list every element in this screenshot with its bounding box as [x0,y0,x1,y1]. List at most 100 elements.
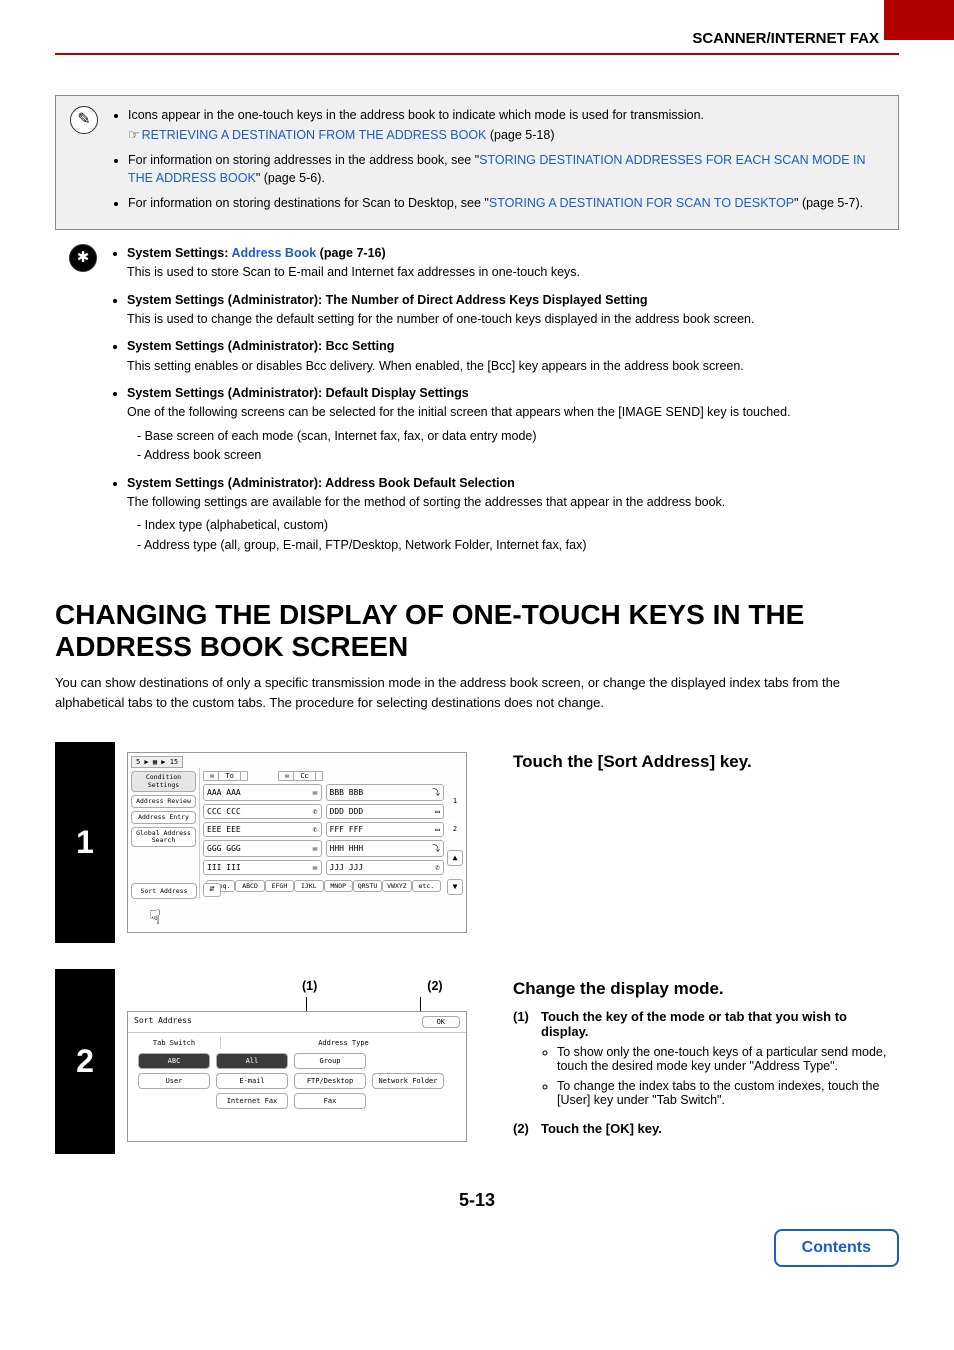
mode-icon: ⤵ [432,843,440,854]
pencil-icon: ✎ [70,106,98,134]
settings-desc: This is used to change the default setti… [127,312,754,326]
settings-desc: The following settings are available for… [127,495,725,509]
settings-label-text: System Settings (Administrator): Default… [127,386,469,400]
settings-sub-item: Address type (all, group, E-mail, FTP/De… [137,536,885,555]
settings-item: System Settings (Administrator): Default… [127,384,885,466]
to-label: To [218,771,240,781]
settings-label-text: System Settings (Administrator): The Num… [127,293,647,307]
link-ref-icon [128,128,142,142]
cc-label: Cc [293,771,315,781]
tab-abc-button[interactable]: ABC [138,1053,210,1069]
one-touch-key[interactable]: GGG GGG✉ [203,840,322,857]
step-title: Change the display mode. [513,979,891,999]
step-1: 1 5 ▶ ▦ ▶ 15 Condition Settings Address … [55,742,899,943]
step-number: 1 [55,742,115,943]
step-number: 2 [55,969,115,1154]
system-settings-block: ✱ System Settings: Address Book (page 7-… [55,238,899,569]
mode-icon: ✉ [313,788,318,797]
addr-group-button[interactable]: Group [294,1053,366,1069]
one-touch-key[interactable]: JJJ JJJ✆ [326,860,445,875]
section-header: SCANNER/INTERNET FAX [0,0,954,53]
settings-item: System Settings (Administrator): Bcc Set… [127,337,885,376]
substep-num: (2) [513,1121,541,1136]
one-touch-key[interactable]: HHH HHH⤵ [326,840,445,857]
mode-icon: ✆ [313,807,318,816]
ok-button[interactable]: OK [422,1016,460,1028]
one-touch-key[interactable]: FFF FFF▭ [326,822,445,837]
addr-ifax-button[interactable]: Internet Fax [216,1093,288,1109]
sort-address-button[interactable]: Sort Address [131,883,197,899]
global-address-search-button[interactable]: Global Address Search [131,827,196,847]
settings-label-text: (page 7-16) [316,246,385,260]
one-touch-key[interactable]: III III✉ [203,860,322,875]
settings-desc: This setting enables or disables Bcc del… [127,359,744,373]
info-suffix: (page 5-18) [486,128,554,142]
top-color-tab [884,0,954,40]
mode-icon: ✉ [313,863,318,872]
one-touch-key[interactable]: AAA AAA✉ [203,784,322,801]
settings-sub-item: Address book screen [137,446,885,465]
callout-marker-2: (2) [427,979,442,993]
one-touch-key[interactable]: BBB BBB⤵ [326,784,445,801]
address-entry-button[interactable]: Address Entry [131,811,196,824]
ab-breadcrumb: 5 ▶ ▦ ▶ 15 [131,756,183,768]
dialog-title: Sort Address [134,1016,192,1028]
intro-text: You can show destinations of only a spec… [55,673,899,712]
settings-item: System Settings (Administrator): Address… [127,474,885,556]
addr-network-button[interactable]: Network Folder [372,1073,444,1089]
substep-num: (1) [513,1009,541,1113]
page-indicator: 2 [447,822,463,836]
to-button[interactable]: ✉ To [203,771,248,781]
addr-all-button[interactable]: All [216,1053,288,1069]
contents-button[interactable]: Contents [774,1229,899,1267]
page-indicator: 1 [447,794,463,808]
substep-title: Touch the [OK] key. [541,1121,662,1136]
gear-icon: ✱ [69,244,97,272]
header-rule [55,53,899,55]
info-note-box: ✎ Icons appear in the one-touch keys in … [55,95,899,230]
one-touch-key[interactable]: CCC CCC✆ [203,804,322,819]
sort-address-dialog: Sort Address OK Tab Switch Address Type … [127,1011,467,1142]
info-suffix: " (page 5-6). [256,171,325,185]
addr-email-button[interactable]: E-mail [216,1073,288,1089]
address-review-button[interactable]: Address Review [131,795,196,808]
info-suffix: " (page 5-7). [794,196,863,210]
mode-icon: ✉ [313,844,318,853]
mode-icon: ✆ [435,863,440,872]
one-touch-key[interactable]: DDD DDD▭ [326,804,445,819]
hand-pointer-icon: ☟ [149,905,197,929]
main-heading: CHANGING THE DISPLAY OF ONE-TOUCH KEYS I… [55,599,899,663]
addr-ftp-button[interactable]: FTP/Desktop [294,1073,366,1089]
step-title: Touch the [Sort Address] key. [513,752,891,772]
callout-marker-1: (1) [302,979,317,993]
settings-sub-item: Index type (alphabetical, custom) [137,516,885,535]
info-text: Icons appear in the one-touch keys in th… [128,108,704,122]
info-item: For information on storing addresses in … [128,151,884,189]
switch-view-icon[interactable]: ⇵ [203,883,221,897]
address-type-header: Address Type [220,1037,456,1049]
settings-link[interactable]: Address Book [231,246,316,260]
cc-button[interactable]: ✉ Cc [278,771,323,781]
mode-icon: ⤵ [432,787,440,798]
settings-label-text: System Settings (Administrator): Bcc Set… [127,339,394,353]
settings-desc: One of the following screens can be sele… [127,405,791,419]
info-text: For information on storing addresses in … [128,153,479,167]
info-link[interactable]: RETRIEVING A DESTINATION FROM THE ADDRES… [142,128,487,142]
step-2: 2 (1) (2) Sort Address OK Tab Switch Add… [55,969,899,1154]
scroll-up-button[interactable]: ▲ [447,850,463,866]
address-book-panel: 5 ▶ ▦ ▶ 15 Condition Settings Address Re… [127,752,467,933]
settings-sub-item: Base screen of each mode (scan, Internet… [137,427,885,446]
substep-bullet: To change the index tabs to the custom i… [557,1079,891,1107]
condition-settings-button[interactable]: Condition Settings [131,771,196,791]
info-link[interactable]: STORING A DESTINATION FOR SCAN TO DESKTO… [489,196,794,210]
substep-bullet: To show only the one-touch keys of a par… [557,1045,891,1073]
one-touch-key[interactable]: EEE EEE✆ [203,822,322,837]
tab-user-button[interactable]: User [138,1073,210,1089]
mode-icon: ▭ [435,807,440,816]
mode-icon: ▭ [435,825,440,834]
info-item: For information on storing destinations … [128,194,884,213]
info-item: Icons appear in the one-touch keys in th… [128,106,884,145]
addr-fax-button[interactable]: Fax [294,1093,366,1109]
settings-item: System Settings: Address Book (page 7-16… [127,244,885,283]
info-text: For information on storing destinations … [128,196,489,210]
